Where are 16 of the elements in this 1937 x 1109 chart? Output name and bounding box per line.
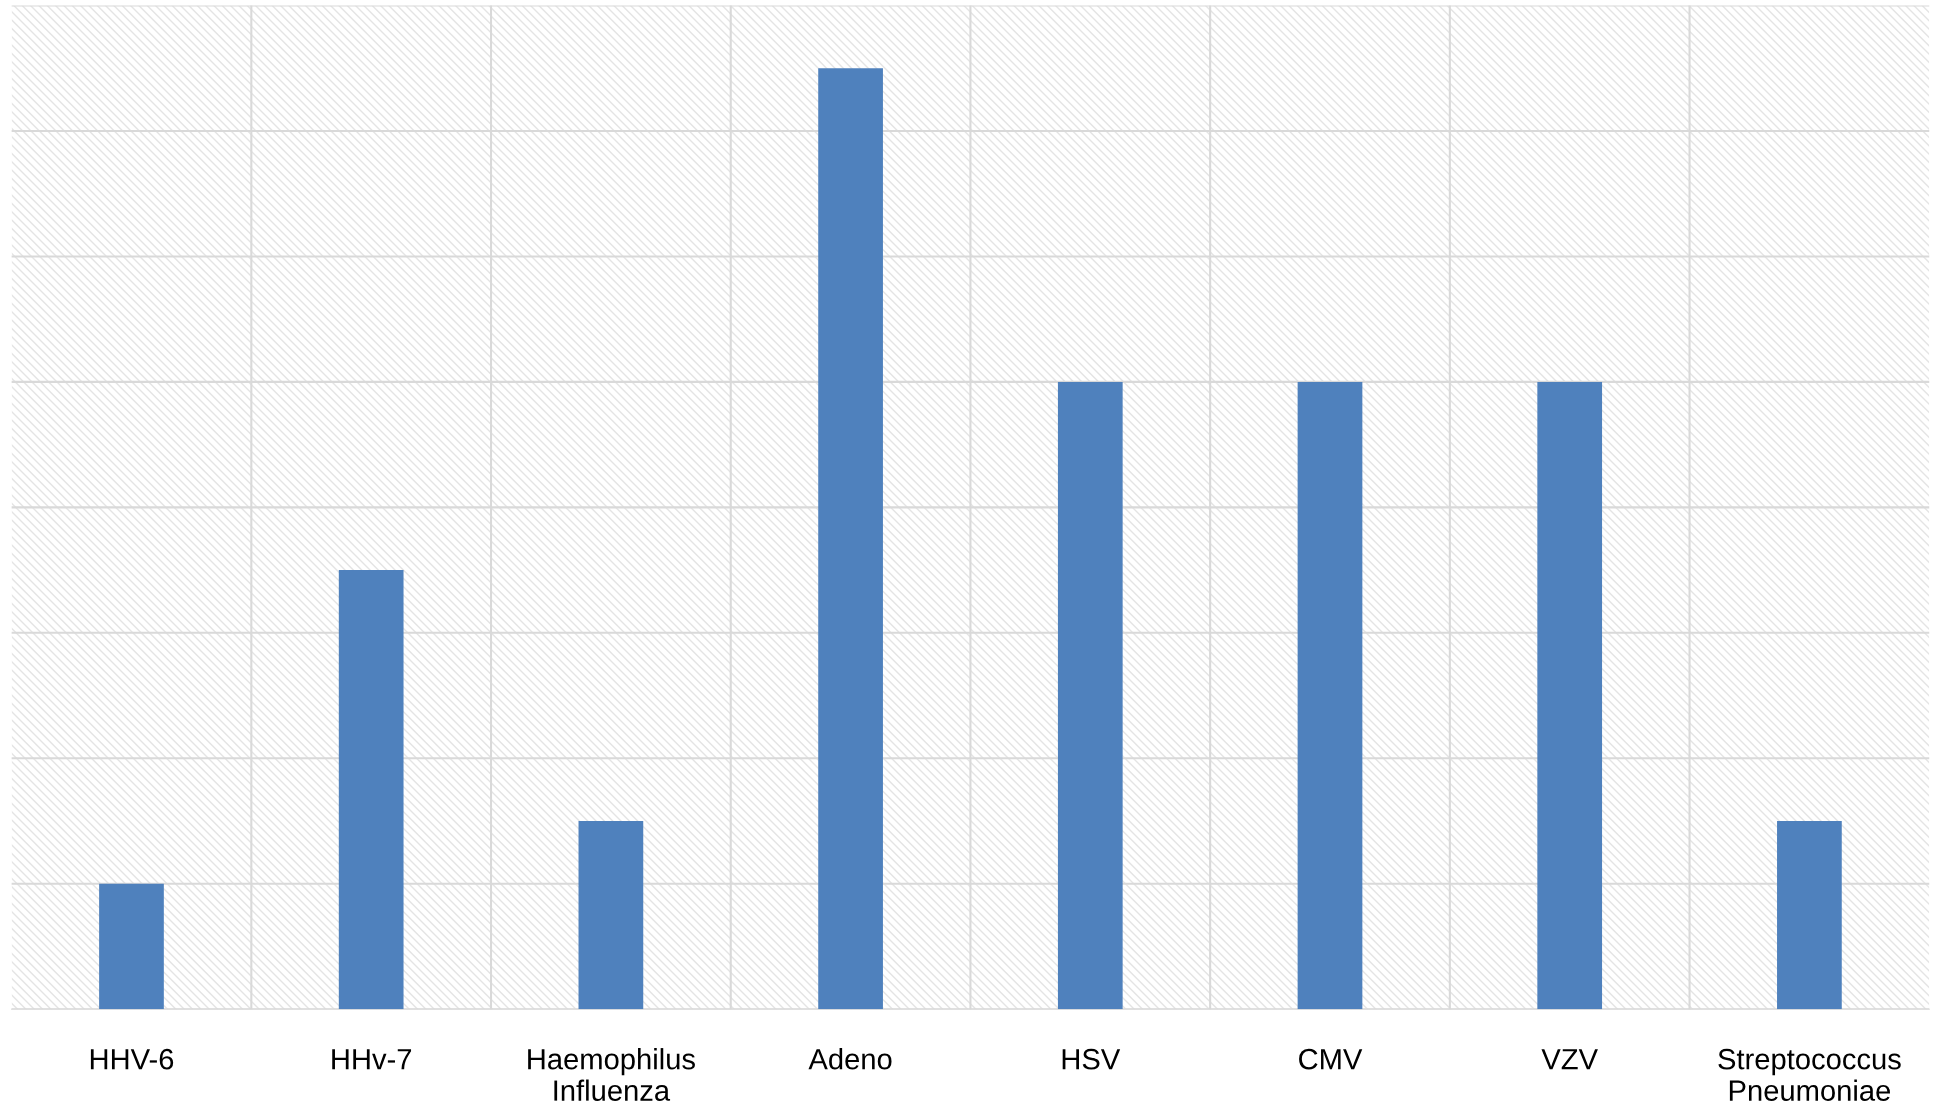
x-tick-label: HSV <box>1062 1048 1121 1070</box>
bar <box>818 68 883 1010</box>
x-tick-label: VZV <box>1541 1049 1598 1070</box>
x-tick-label: HHv-7 <box>332 1049 412 1070</box>
bar <box>1537 381 1603 1010</box>
x-tick-label: Adeno <box>808 1048 892 1070</box>
bar <box>1057 381 1123 1010</box>
x-tick-label: HHV-6 <box>90 1048 174 1070</box>
x-tick-label: CMV <box>1299 1048 1363 1070</box>
bar <box>99 883 164 1010</box>
x-tick-label: Haemophilus Influenza <box>528 1048 695 1101</box>
bar <box>1777 821 1842 1010</box>
bar <box>338 570 404 1010</box>
bar <box>578 821 644 1010</box>
bar <box>1297 381 1363 1010</box>
x-tick-label: Streptococcus Pneumoniae <box>1718 1048 1901 1101</box>
